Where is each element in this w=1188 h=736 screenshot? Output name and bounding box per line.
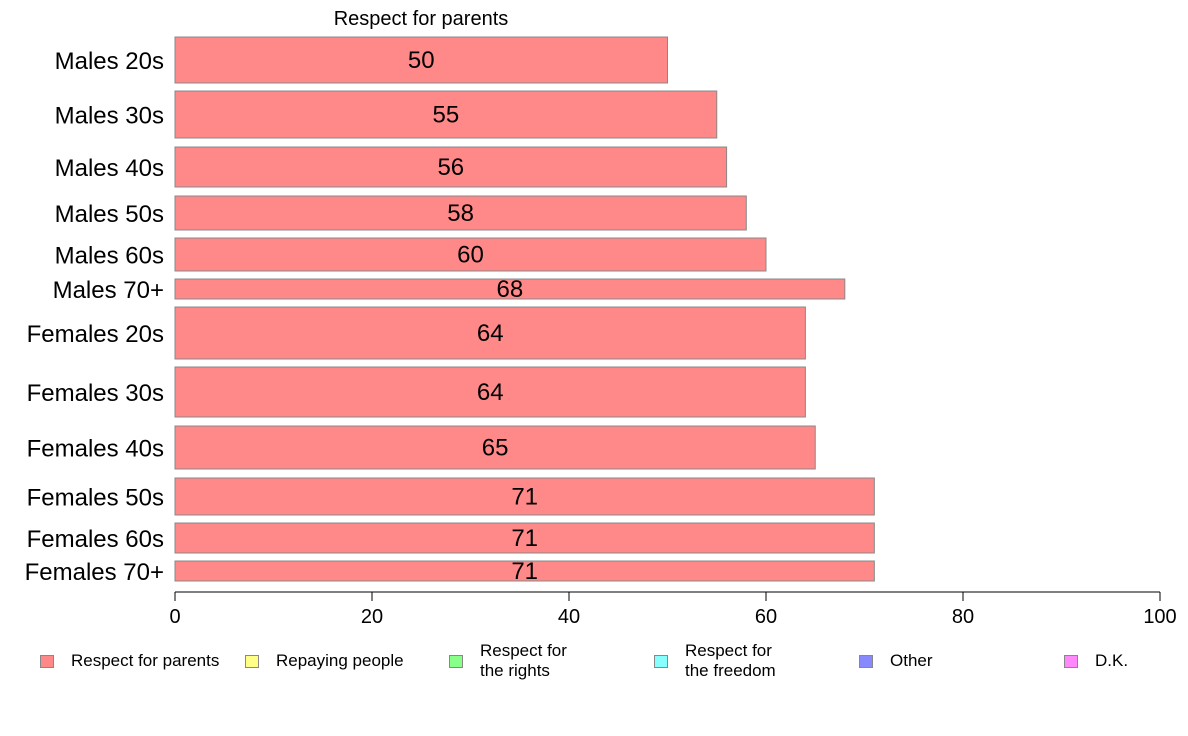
category-label: Females 30s — [27, 380, 164, 407]
category-label: Males 40s — [55, 155, 164, 182]
legend-label: Repaying people — [276, 651, 404, 670]
x-tick-label: 100 — [1143, 606, 1176, 628]
category-label: Males 60s — [55, 243, 164, 270]
legend-item-other: Other — [859, 651, 933, 671]
bar — [174, 278, 846, 300]
legend-label: D.K. — [1095, 651, 1129, 670]
legend: Respect for parents Repaying people Resp… — [0, 638, 1188, 698]
chart-title: Respect for parents — [334, 8, 509, 30]
legend-swatch — [654, 654, 668, 668]
bar — [174, 306, 806, 360]
legend-item-respect-for-the-freedom: Respect for the freedom — [654, 641, 776, 681]
bar-value-label: 65 — [482, 435, 509, 462]
x-axis: 0 20 40 60 80 100 — [169, 591, 1177, 628]
bar-value-label: 71 — [511, 484, 538, 511]
category-label: Females 60s — [27, 526, 164, 553]
x-tick-label: 80 — [952, 606, 974, 628]
bar-value-label: 64 — [477, 320, 504, 347]
bar — [174, 560, 875, 582]
bar-value-label: 60 — [457, 242, 484, 269]
bar-value-label: 71 — [511, 525, 538, 552]
category-label: Females 40s — [27, 436, 164, 463]
bar — [174, 522, 875, 554]
legend-label: Respect for the rights — [480, 641, 567, 680]
legend-item-respect-for-parents: Respect for parents — [40, 651, 219, 671]
category-label: Males 50s — [55, 201, 164, 228]
category-label: Females 70+ — [25, 559, 164, 586]
legend-swatch — [449, 654, 463, 668]
bar — [174, 195, 747, 231]
legend-item-repaying-people: Repaying people — [245, 651, 404, 671]
category-label: Males 30s — [55, 103, 164, 130]
bars-group: 50 Males 20s 55 Males 30s 56 Males 40s 58 Males… — [25, 36, 875, 586]
bar-value-label: 56 — [437, 154, 464, 181]
bar — [174, 36, 668, 84]
category-label: Males 70+ — [53, 277, 164, 304]
bar-value-label: 58 — [447, 200, 474, 227]
legend-swatch — [40, 654, 54, 668]
bar — [174, 90, 718, 139]
bar — [174, 366, 806, 418]
category-label: Males 20s — [55, 48, 164, 75]
legend-label: Other — [890, 651, 933, 670]
bar-value-label: 71 — [511, 558, 538, 585]
category-label: Females 50s — [27, 485, 164, 512]
legend-swatch — [1064, 654, 1078, 668]
bar — [174, 425, 816, 470]
bar — [174, 146, 728, 188]
bar — [174, 477, 875, 516]
x-tick-label: 0 — [169, 606, 180, 628]
x-tick-label: 20 — [361, 606, 383, 628]
legend-item-dk: D.K. — [1064, 651, 1128, 671]
bar-value-label: 68 — [497, 276, 524, 303]
bar-value-label: 55 — [433, 102, 460, 129]
bar-value-label: 64 — [477, 379, 504, 406]
category-label: Females 20s — [27, 321, 164, 348]
bar — [174, 237, 767, 272]
legend-label: Respect for parents — [71, 651, 220, 670]
legend-swatch — [245, 654, 259, 668]
x-tick-label: 40 — [558, 606, 580, 628]
legend-swatch — [859, 654, 873, 668]
legend-item-respect-for-the-rights: Respect for the rights — [449, 641, 567, 681]
bar-value-label: 50 — [408, 47, 435, 74]
legend-label: Respect for the freedom — [685, 641, 776, 680]
x-tick-label: 60 — [755, 606, 777, 628]
